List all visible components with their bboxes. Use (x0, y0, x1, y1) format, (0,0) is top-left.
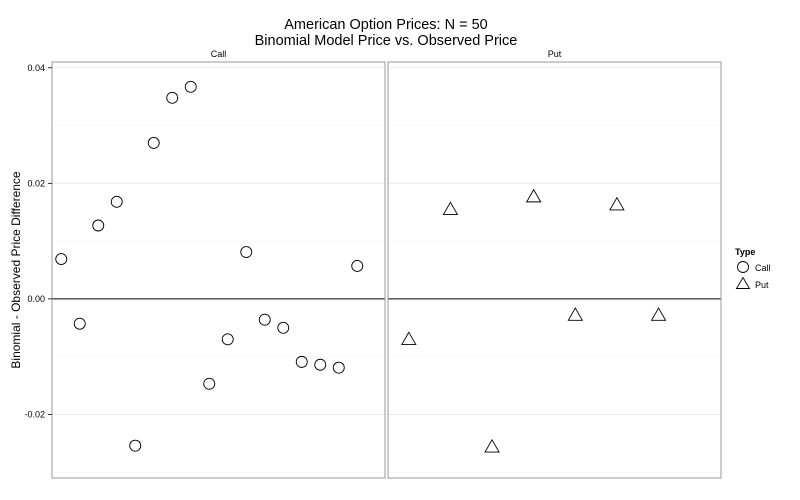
strip-label-put: Put (548, 49, 562, 59)
data-point-put (484, 438, 500, 453)
data-point-put (567, 307, 584, 321)
panel-call: Call (51, 49, 386, 479)
data-point-call (147, 136, 160, 149)
data-point-call (73, 317, 86, 330)
data-point-call (351, 260, 364, 272)
data-point-call (295, 355, 308, 368)
chart-title: American Option Prices: N = 50 (284, 17, 488, 33)
legend-triangle-symbol (735, 276, 751, 289)
y-tick-label: 0.00 (27, 294, 45, 304)
data-point-call (166, 91, 179, 104)
data-point-put (609, 196, 625, 211)
data-point-call (184, 80, 197, 93)
data-point-call (221, 333, 234, 346)
legend-circle-symbol (737, 261, 749, 273)
strip-label-call: Call (211, 49, 227, 59)
data-point-call (240, 246, 253, 259)
data-point-call (110, 195, 123, 208)
data-point-put (442, 201, 459, 216)
chart-subtitle: Binomial Model Price vs. Observed Price (255, 33, 518, 49)
legend-label-call: Call (755, 263, 771, 273)
data-point-call (203, 377, 216, 390)
y-axis-label: Binomial - Observed Price Difference (9, 171, 23, 369)
y-tick-label: 0.04 (27, 63, 45, 73)
y-tick-label: -0.02 (24, 409, 45, 419)
panel-border (51, 61, 386, 479)
data-point-call (129, 439, 142, 452)
y-axis: -0.02 0.00 0.02 0.04 (24, 63, 52, 419)
data-point-put (401, 331, 417, 346)
legend-label-put: Put (755, 280, 769, 290)
legend-title: Type (735, 247, 755, 257)
data-point-put (525, 188, 542, 203)
y-tick-label: 0.02 (27, 178, 45, 188)
data-point-call (314, 358, 327, 371)
data-point-call (332, 361, 345, 374)
data-point-call (55, 253, 68, 265)
data-point-put (650, 307, 667, 321)
data-point-call (92, 219, 105, 232)
panel-put: Put (387, 49, 722, 479)
data-point-call (258, 313, 271, 326)
legend: Type Call Put (735, 247, 771, 290)
panel-border (387, 61, 722, 479)
data-point-call (277, 321, 290, 334)
